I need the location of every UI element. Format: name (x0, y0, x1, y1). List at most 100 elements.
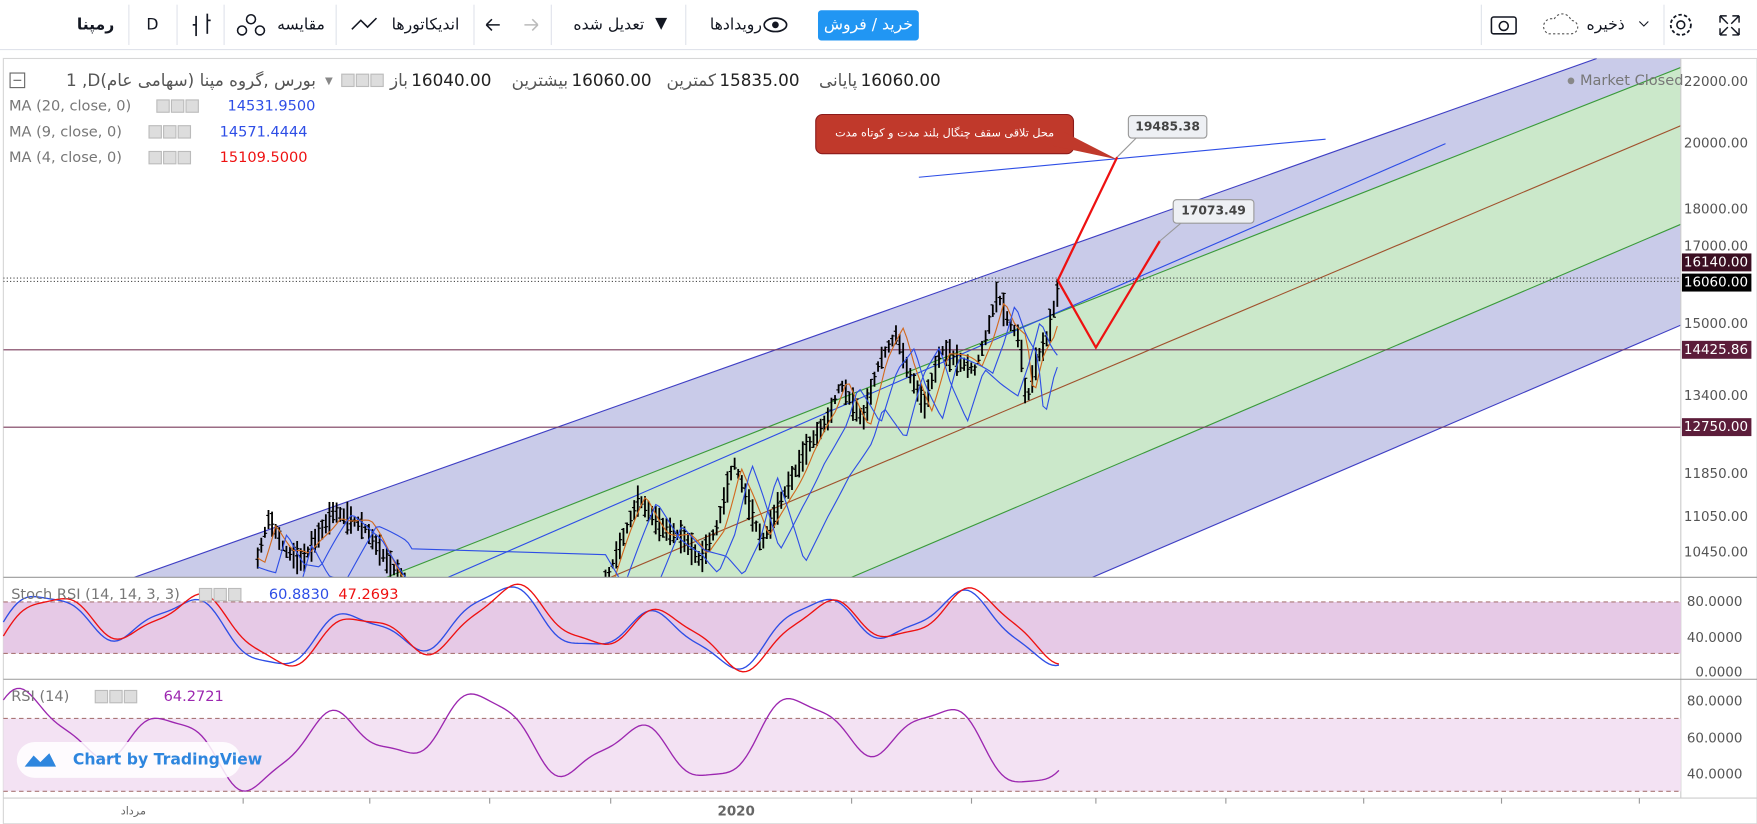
branding-text[interactable]: Chart by TradingView (73, 749, 262, 768)
collapse-toggle[interactable] (9, 72, 26, 89)
symbol[interactable]: رمپنا (77, 14, 114, 34)
save-button[interactable]: ذخیره (1587, 14, 1625, 34)
price-label: 11050.00 (1684, 510, 1748, 525)
interval[interactable]: D (146, 14, 158, 33)
cloud-icon[interactable] (1543, 13, 1579, 35)
events-button[interactable]: رویدادها (710, 14, 762, 34)
indicator-name: MA (20, close, 0) (9, 98, 131, 115)
indicator-name: MA (4, close, 0) (9, 149, 122, 166)
pitchfork-outer (134, 58, 1681, 578)
indicators-button[interactable]: اندیکاتورها (392, 14, 460, 34)
redo[interactable] (524, 18, 539, 32)
save-dropdown[interactable] (1638, 21, 1649, 27)
trend-line (918, 138, 1326, 178)
rsi-value: 64.2721 (164, 688, 224, 705)
compare-button[interactable]: مقایسه (277, 14, 325, 33)
indicator-value: 14531.9500 (227, 98, 315, 115)
price-label: 17000.00 (1684, 240, 1748, 255)
pitchfork-median (610, 125, 1681, 578)
indicator-value: 14571.4444 (220, 123, 308, 140)
price-label: 20000.00 (1684, 137, 1748, 152)
legend-icon (148, 125, 162, 139)
adjusted-button[interactable]: تعدیل شده (573, 14, 644, 33)
branding-badge[interactable] (16, 741, 241, 778)
legend-icon (163, 150, 177, 165)
callout-pointer (1159, 221, 1183, 242)
stoch-axis-label: 40.0000 (1687, 631, 1743, 646)
rsi-axis-label: 40.0000 (1687, 767, 1743, 782)
price-label: 10450.00 (1684, 546, 1748, 561)
pitchfork-line (851, 223, 1681, 578)
stoch-name: Stoch RSI (14, 14, 3, 3) (11, 586, 180, 603)
price-highlight (1681, 253, 1752, 272)
ohlc-label: پایانی (819, 70, 858, 91)
ohlc-label: بیشترین (512, 70, 569, 90)
candles (255, 279, 1060, 578)
compare-icon[interactable] (236, 13, 266, 36)
legend-icon (177, 150, 192, 165)
stoch-k-line (2, 586, 1059, 670)
ohlc-value: 15835.00 (719, 70, 799, 90)
indicator-name: MA (9, close, 0) (9, 123, 122, 140)
annotation-pointer (1053, 132, 1118, 160)
rsi-pane (2, 687, 1060, 792)
time-label: مرداد (121, 804, 146, 818)
price-highlight (1681, 340, 1752, 359)
settings-icon[interactable] (1669, 13, 1692, 36)
annotation-box (815, 113, 1075, 155)
ohlc-label: باز (389, 70, 408, 90)
rsi-axis-label: 60.0000 (1687, 732, 1743, 747)
indicators-icon[interactable] (351, 17, 378, 30)
legend-icon (341, 73, 355, 88)
stoch-k-value: 60.8830 (269, 586, 329, 603)
rsi-name: RSI (14) (11, 688, 69, 705)
ohlc-label: کمترین (667, 70, 717, 90)
legend-icon (109, 689, 123, 704)
projection-arrows (1056, 156, 1161, 350)
legend-icon (123, 689, 138, 704)
stoch-pane (2, 583, 1060, 673)
price-callout-text: 19485.38 (1135, 119, 1200, 133)
trade-label[interactable]: خرید / فروش (824, 14, 913, 34)
legend-icon (228, 587, 242, 602)
price-callout (1127, 115, 1208, 139)
time-label: 2020 (717, 804, 754, 819)
price-label: 14425.86 (1684, 343, 1748, 358)
chart-style-icon[interactable] (192, 13, 211, 37)
price-label: 22000.00 (1684, 75, 1748, 90)
trade-button[interactable] (817, 10, 919, 41)
price-highlight (1681, 418, 1752, 437)
stoch-d-line (2, 583, 1060, 673)
stoch-d-value: 47.2693 (338, 586, 398, 603)
annotation-text: محل تلاقی سقف چنگال بلند مدت و کوتاه مدت (835, 126, 1054, 141)
price-callout (1172, 199, 1255, 224)
legend-icon (185, 99, 199, 113)
legend-icon (156, 99, 170, 113)
legend-icon (94, 689, 109, 704)
callout-pointer (1116, 136, 1138, 158)
price-label: 15000.00 (1684, 317, 1748, 332)
legend-icon (177, 125, 192, 139)
ohlc-value: 16060.00 (571, 70, 651, 90)
main-pane: محل تلاقی سقف چنگال بلند مدت و کوتاه مدت… (3, 58, 1681, 578)
pitchfork-line (134, 58, 1597, 578)
legend-icon (213, 587, 227, 602)
legend-icon (148, 150, 162, 165)
snapshot-icon[interactable] (1490, 16, 1517, 35)
fullscreen-icon[interactable] (1719, 15, 1740, 36)
indicator-value: 15109.5000 (220, 149, 308, 166)
legend-icon (370, 73, 384, 88)
price-label: 13400.00 (1684, 389, 1748, 404)
price-callout-text: 17073.49 (1181, 203, 1246, 217)
eye-icon[interactable] (763, 17, 788, 33)
legend-icon (170, 99, 185, 113)
legend-icon (198, 587, 213, 602)
moving-average (302, 322, 1058, 578)
undo[interactable] (485, 18, 500, 32)
pitchfork-line (1092, 324, 1681, 578)
legend-dropdown[interactable]: ▼ (325, 76, 333, 87)
dropdown-arrow[interactable]: ▼ (655, 13, 667, 32)
price-label: 18000.00 (1684, 203, 1748, 218)
stoch-band (3, 601, 1681, 654)
